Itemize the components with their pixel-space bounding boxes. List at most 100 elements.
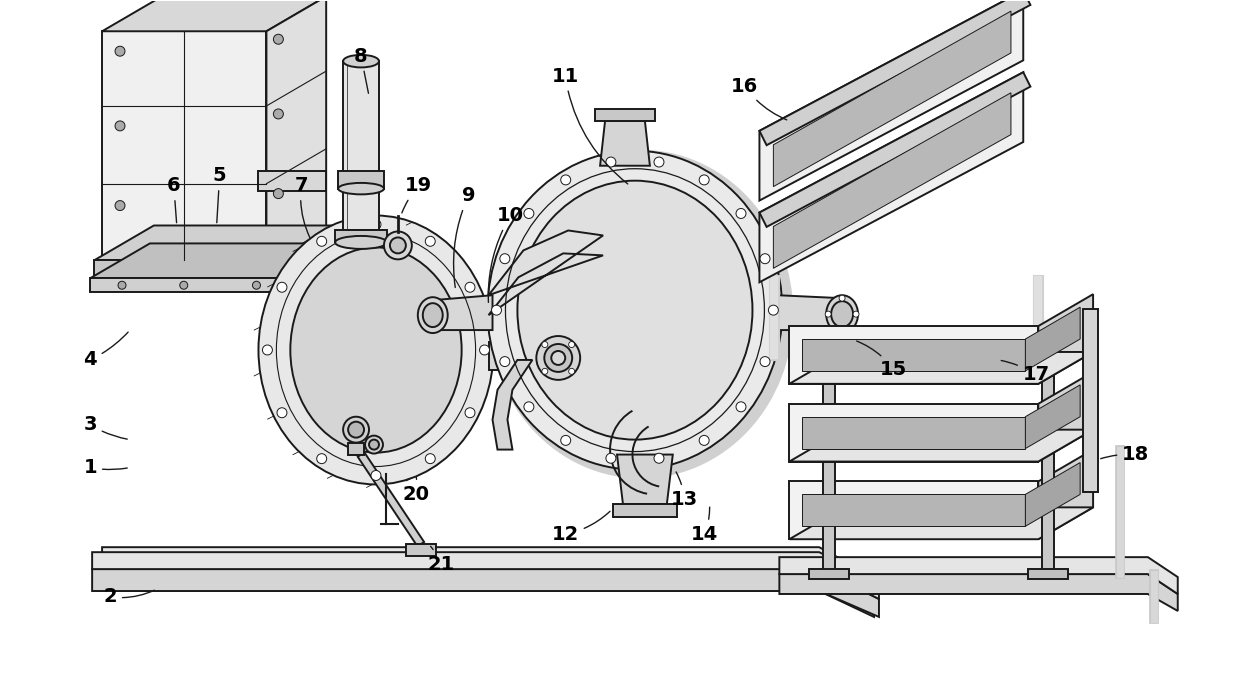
Polygon shape: [595, 109, 655, 121]
Ellipse shape: [489, 149, 794, 478]
Circle shape: [525, 208, 534, 219]
Polygon shape: [810, 569, 849, 579]
Circle shape: [343, 417, 370, 443]
Polygon shape: [759, 0, 1023, 201]
Polygon shape: [343, 61, 379, 230]
Circle shape: [839, 295, 846, 301]
Ellipse shape: [258, 215, 494, 484]
Polygon shape: [274, 226, 334, 278]
Circle shape: [316, 454, 326, 464]
Circle shape: [606, 453, 616, 463]
Polygon shape: [92, 552, 879, 599]
Circle shape: [371, 219, 381, 230]
Circle shape: [370, 439, 379, 450]
Polygon shape: [94, 260, 274, 278]
Circle shape: [253, 281, 260, 289]
Circle shape: [425, 454, 435, 464]
Ellipse shape: [487, 151, 782, 469]
Polygon shape: [1038, 372, 1094, 462]
Text: 6: 6: [167, 176, 181, 223]
Circle shape: [552, 351, 565, 365]
Circle shape: [115, 121, 125, 131]
Ellipse shape: [290, 248, 461, 453]
Circle shape: [263, 345, 273, 355]
Circle shape: [769, 305, 779, 315]
Polygon shape: [777, 295, 842, 330]
Circle shape: [825, 311, 831, 317]
Circle shape: [180, 281, 187, 289]
Polygon shape: [759, 72, 1030, 227]
Text: 8: 8: [355, 46, 368, 93]
Polygon shape: [802, 494, 1025, 527]
Circle shape: [465, 408, 475, 418]
Polygon shape: [1043, 326, 1054, 574]
Ellipse shape: [517, 181, 753, 439]
Polygon shape: [339, 171, 384, 189]
Ellipse shape: [831, 301, 853, 327]
Polygon shape: [790, 326, 1038, 384]
Circle shape: [277, 408, 286, 418]
Polygon shape: [1038, 450, 1094, 539]
Polygon shape: [780, 557, 1178, 594]
Circle shape: [425, 237, 435, 246]
Polygon shape: [357, 453, 424, 547]
Circle shape: [115, 46, 125, 56]
Text: 11: 11: [552, 66, 627, 184]
Circle shape: [737, 208, 746, 219]
Circle shape: [699, 435, 709, 446]
Polygon shape: [790, 507, 1094, 539]
Text: 10: 10: [489, 206, 525, 302]
Polygon shape: [1025, 462, 1080, 527]
Polygon shape: [405, 544, 435, 556]
Text: 9: 9: [454, 186, 475, 287]
Polygon shape: [790, 482, 1038, 539]
Polygon shape: [618, 455, 673, 504]
Circle shape: [316, 237, 326, 246]
Circle shape: [480, 345, 490, 355]
Text: 14: 14: [691, 507, 718, 544]
Circle shape: [500, 356, 510, 367]
Circle shape: [389, 237, 405, 253]
Circle shape: [544, 344, 572, 372]
Polygon shape: [1025, 307, 1080, 371]
Ellipse shape: [826, 295, 858, 333]
Circle shape: [537, 336, 580, 380]
Text: 12: 12: [552, 511, 610, 544]
Text: 5: 5: [213, 166, 227, 223]
Polygon shape: [759, 72, 1023, 282]
Polygon shape: [433, 295, 492, 330]
Polygon shape: [102, 569, 874, 617]
Circle shape: [500, 254, 510, 264]
Text: 21: 21: [427, 546, 454, 574]
Polygon shape: [802, 339, 1025, 371]
Text: 16: 16: [730, 77, 786, 120]
Ellipse shape: [423, 303, 443, 327]
Polygon shape: [492, 360, 532, 450]
Polygon shape: [1083, 309, 1099, 493]
Circle shape: [560, 435, 570, 446]
Ellipse shape: [339, 183, 384, 194]
Circle shape: [542, 342, 548, 347]
Text: 13: 13: [671, 472, 698, 509]
Text: 20: 20: [402, 477, 429, 504]
Polygon shape: [1038, 294, 1094, 384]
Polygon shape: [1028, 569, 1068, 579]
Polygon shape: [759, 0, 1030, 145]
Circle shape: [277, 282, 286, 292]
Polygon shape: [790, 430, 1094, 462]
Polygon shape: [802, 417, 1025, 448]
Circle shape: [760, 254, 770, 264]
Circle shape: [542, 368, 548, 374]
Polygon shape: [1025, 385, 1080, 448]
Polygon shape: [790, 352, 1094, 384]
Polygon shape: [774, 11, 1011, 187]
Polygon shape: [94, 226, 334, 260]
Circle shape: [465, 282, 475, 292]
Text: 18: 18: [1101, 445, 1149, 464]
Text: 15: 15: [857, 341, 908, 379]
Polygon shape: [91, 278, 278, 292]
Text: 3: 3: [83, 415, 128, 439]
Circle shape: [491, 305, 501, 315]
Circle shape: [365, 436, 383, 453]
Polygon shape: [102, 547, 874, 599]
